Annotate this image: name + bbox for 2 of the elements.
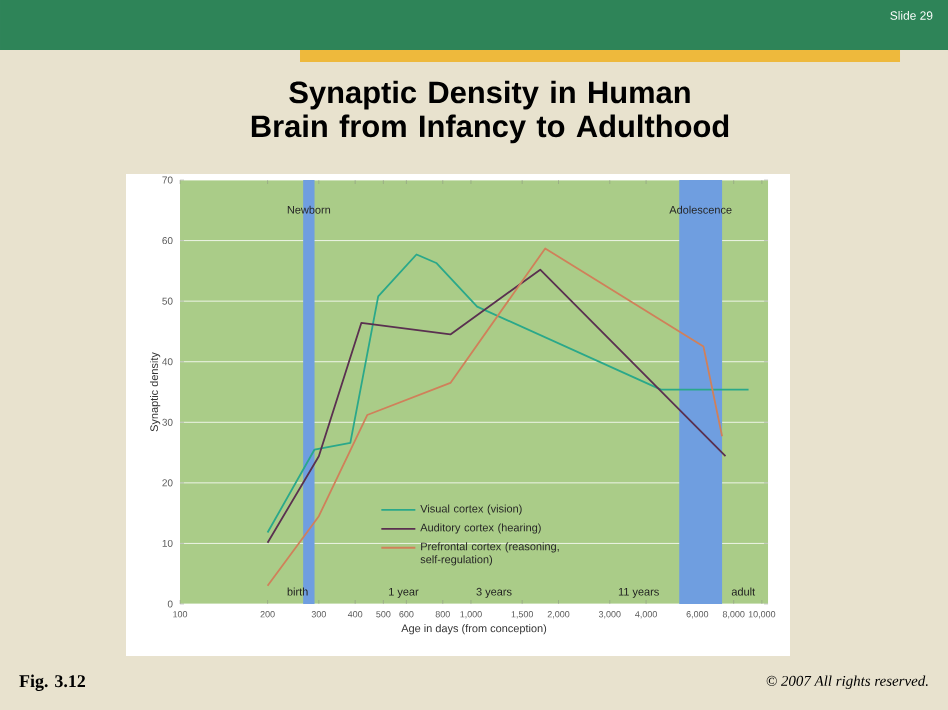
chart-title: Synaptic Density in Human Brain from Infancy to Adulthood [251, 80, 729, 144]
caption: Fig. 3.12 [19, 674, 86, 691]
